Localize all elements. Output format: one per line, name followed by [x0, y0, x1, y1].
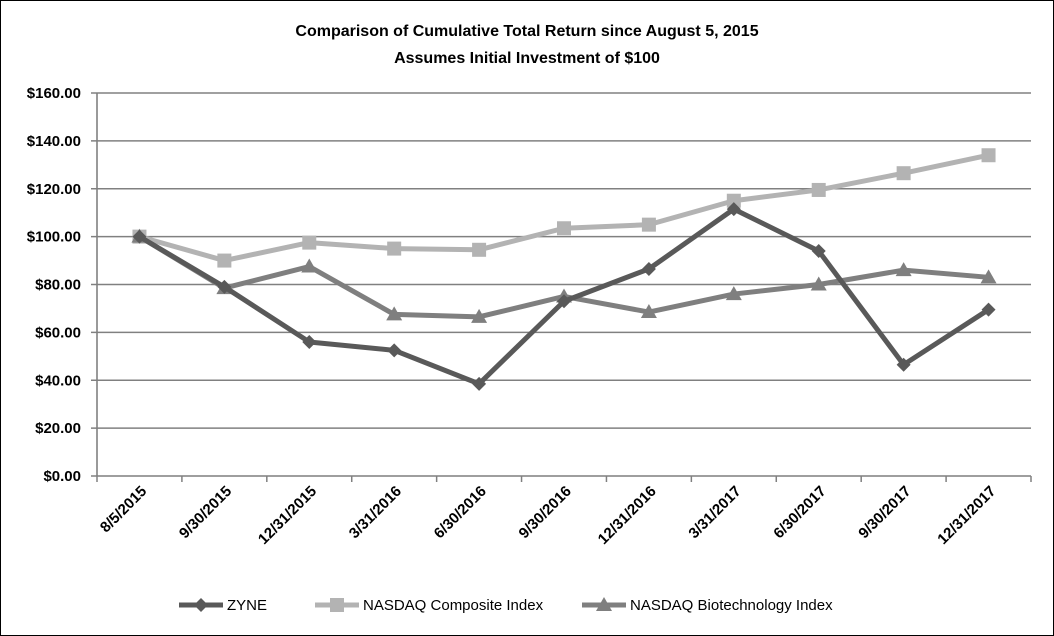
- data-point: [217, 253, 232, 268]
- legend-swatch-marker: [194, 598, 208, 612]
- legend-item: NASDAQ Biotechnology Index: [582, 597, 833, 614]
- data-point: [726, 193, 741, 208]
- legend: ZYNE NASDAQ Composite Index NASDAQ Biotech…: [179, 597, 833, 614]
- legend-label: NASDAQ Biotechnology Index: [630, 597, 833, 614]
- y-tick-label: $80.00: [35, 277, 81, 294]
- data-point: [896, 357, 911, 372]
- x-axis-ticks: 8/5/2015 9/30/2015 12/31/2015 3/31/2016 6/30…: [96, 476, 1032, 548]
- data-point: [386, 306, 403, 321]
- chart-title: Comparison of Cumulative Total Return si…: [295, 23, 758, 40]
- data-point: [302, 334, 317, 349]
- y-axis-ticks: $0.00 $20.00 $40.00 $60.00 $80.00 $100.00 $120…: [27, 85, 97, 485]
- x-tick-label: 12/31/2017: [934, 483, 999, 548]
- data-point: [557, 294, 571, 309]
- x-tick-label: 3/31/2017: [685, 483, 744, 542]
- legend-label: ZYNE: [227, 597, 267, 614]
- data-point: [387, 343, 402, 358]
- x-tick-label: 12/31/2015: [255, 483, 320, 548]
- data-point: [302, 235, 317, 250]
- x-tick-label: 9/30/2016: [516, 483, 575, 542]
- legend-item: NASDAQ Composite Index: [315, 597, 544, 614]
- y-tick-label: $140.00: [27, 133, 81, 150]
- data-point: [810, 276, 827, 291]
- legend-swatch-marker: [596, 597, 612, 611]
- data-point: [472, 376, 487, 391]
- data-point: [980, 269, 997, 284]
- data-point: [472, 242, 487, 257]
- legend-item: ZYNE: [179, 597, 267, 614]
- data-point: [387, 241, 402, 256]
- x-tick-label: 9/30/2015: [176, 483, 235, 542]
- data-point: [641, 217, 656, 232]
- legend-label: NASDAQ Composite Index: [363, 597, 544, 614]
- y-tick-label: $160.00: [27, 85, 81, 102]
- y-tick-label: $120.00: [27, 181, 81, 198]
- data-point: [895, 262, 912, 277]
- y-tick-label: $0.00: [43, 468, 81, 485]
- data-point: [471, 308, 488, 323]
- y-tick-label: $60.00: [35, 324, 81, 341]
- data-point: [726, 202, 741, 217]
- x-tick-label: 8/5/2015: [97, 483, 150, 536]
- data-point: [811, 243, 826, 258]
- gridlines: [96, 92, 1031, 477]
- x-tick-label: 9/30/2017: [855, 483, 914, 542]
- series-zyne: [132, 202, 996, 391]
- series-line: [138, 152, 990, 264]
- legend-swatch-marker: [330, 598, 344, 612]
- chart-subtitle: Assumes Initial Investment of $100: [394, 50, 660, 67]
- data-point: [557, 221, 571, 236]
- data-point: [896, 166, 911, 181]
- x-tick-label: 6/30/2016: [431, 483, 490, 542]
- data-point: [301, 258, 318, 273]
- y-tick-label: $40.00: [35, 372, 81, 389]
- series-lines: [131, 148, 997, 391]
- x-tick-label: 3/31/2016: [346, 483, 405, 542]
- y-tick-label: $100.00: [27, 229, 81, 246]
- x-tick-label: 12/31/2016: [595, 483, 660, 548]
- x-tick-label: 6/30/2017: [770, 483, 829, 542]
- series-nasdaq-composite-index: [132, 148, 996, 268]
- data-point: [641, 261, 656, 276]
- data-point: [811, 182, 826, 197]
- data-point: [132, 229, 147, 244]
- data-point: [981, 148, 996, 163]
- data-point: [725, 286, 742, 301]
- y-tick-label: $20.00: [35, 420, 81, 437]
- data-point: [981, 302, 996, 317]
- data-point: [640, 304, 657, 319]
- data-point: [217, 279, 232, 294]
